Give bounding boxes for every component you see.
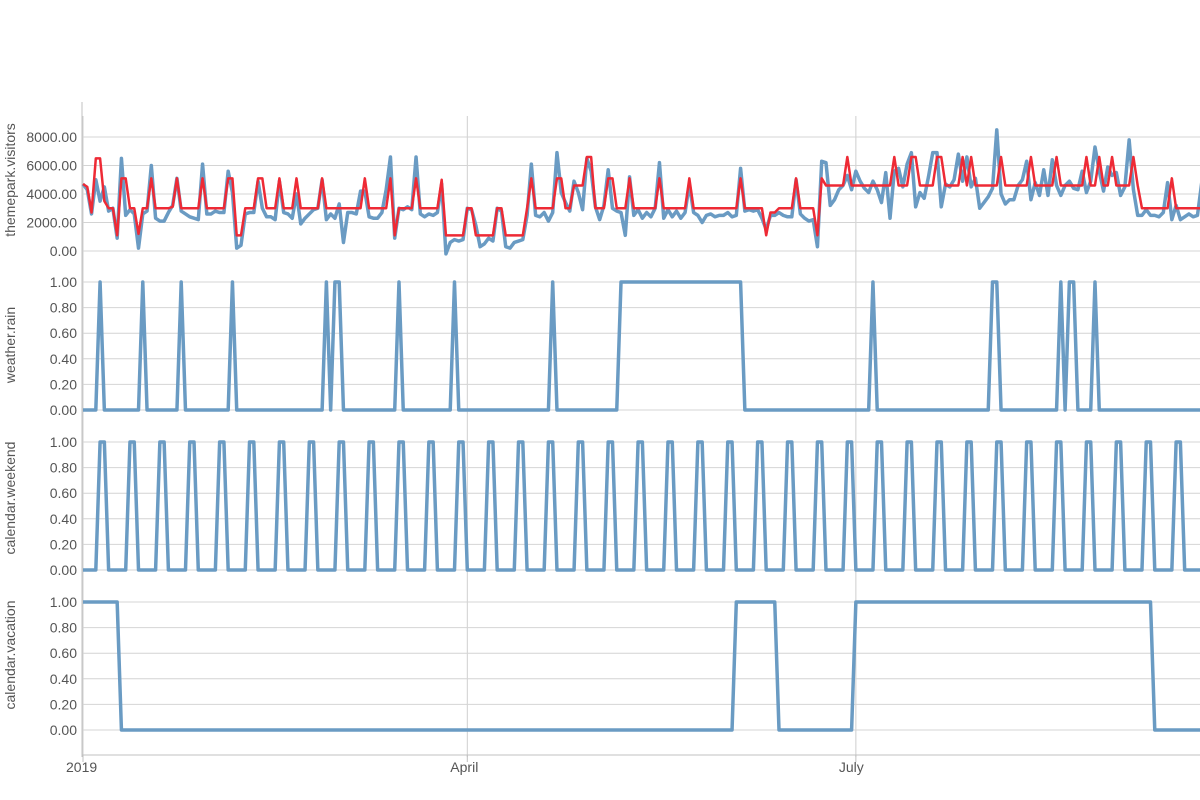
series-layer (81, 128, 1200, 732)
x-tick-label: July (839, 759, 864, 775)
y-axis-label-weekend: calendar.weekend (2, 442, 18, 555)
y-tick-label: 0.40 (50, 671, 77, 687)
y-tick-label: 0.20 (50, 536, 77, 552)
y-tick-label: 0.20 (50, 696, 77, 712)
y-tick-label: 4000.00 (26, 186, 77, 202)
y-tick-label: 0.80 (50, 300, 77, 316)
series-line-weekend (83, 440, 1200, 572)
y-tick-label: 0.00 (50, 562, 77, 578)
y-tick-label: 1.00 (50, 274, 77, 290)
y-axis-label-vacation: calendar.vacation (2, 601, 18, 710)
y-tick-label: 0.00 (50, 402, 77, 418)
y-tick-label: 0.60 (50, 645, 77, 661)
series-line-rain (83, 280, 1200, 412)
x-tick-label: 2019 (66, 759, 97, 775)
axis-layer: 2019 April July 0.00 2000.00 4000.00 6000.00 80… (2, 102, 1200, 775)
y-tick-label: 8000.00 (26, 129, 77, 145)
y-tick-label: 0.20 (50, 376, 77, 392)
y-tick-label: 0.80 (50, 620, 77, 636)
y-tick-label: 0.40 (50, 511, 77, 527)
y-tick-label: 0.60 (50, 325, 77, 341)
y-tick-label: 2000.00 (26, 215, 77, 231)
y-tick-label: 0.80 (50, 460, 77, 476)
y-tick-label: 0.00 (50, 722, 77, 738)
y-tick-label: 6000.00 (26, 158, 77, 174)
series-line-vacation (83, 600, 1200, 732)
y-tick-label: 1.00 (50, 594, 77, 610)
x-tick-label: April (450, 759, 478, 775)
series-line-visitors-predicted (82, 155, 1200, 237)
y-axis-label-visitors: themepark.visitors (2, 123, 18, 237)
y-tick-label: 0.60 (50, 485, 77, 501)
y-tick-label: 0.00 (50, 243, 77, 259)
series-line-visitors-actual (81, 128, 1200, 256)
y-axis-label-rain: weather.rain (2, 307, 18, 384)
y-tick-label: 1.00 (50, 434, 77, 450)
y-tick-label: 0.40 (50, 351, 77, 367)
